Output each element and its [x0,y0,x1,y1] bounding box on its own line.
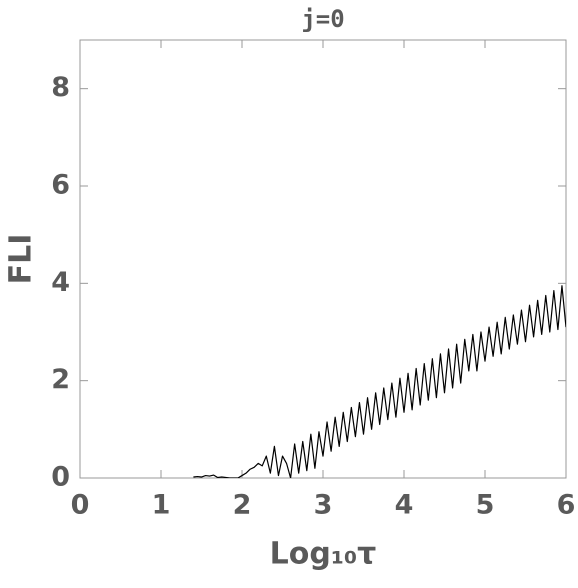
y-axis-label: FLI [4,234,39,285]
y-tick-label: 4 [51,267,70,298]
x-tick-label: 3 [314,490,333,521]
plot-frame [79,39,567,479]
y-tick-label: 2 [51,364,70,395]
x-tick-label: 2 [233,490,252,521]
y-tick-label: 0 [51,462,70,493]
x-tick-label: 6 [557,490,576,521]
line [193,285,566,478]
y-tick-label: 8 [51,72,70,103]
x-tick-label: 1 [152,490,171,521]
x-tick-label: 5 [476,490,495,521]
x-tick-label: 0 [71,490,90,521]
y-tick-label: 6 [51,170,70,201]
x-tick-label: 4 [395,490,414,521]
x-axis-label: Log₁₀τ [270,537,377,572]
chart-title: j=0 [301,5,344,33]
